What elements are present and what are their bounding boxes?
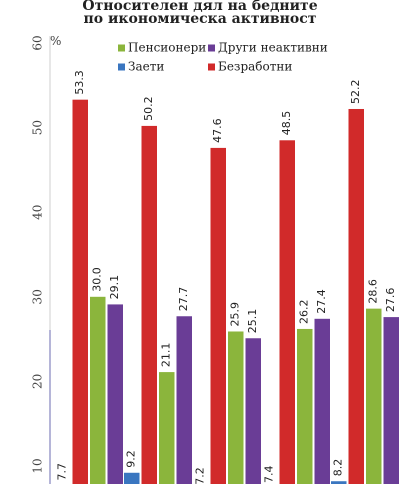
bar xyxy=(331,481,347,484)
bar xyxy=(383,317,399,484)
data-label: 8.2 xyxy=(332,459,345,477)
y-axis-unit: % xyxy=(50,34,61,48)
legend-swatch-заети xyxy=(118,63,125,71)
bar xyxy=(72,99,88,484)
bar xyxy=(90,296,106,484)
data-label: 53.3 xyxy=(73,70,86,95)
data-label: 28.6 xyxy=(367,279,380,304)
data-label: 30.0 xyxy=(91,267,104,292)
legend-label: Други неактивни xyxy=(218,41,328,55)
data-label: 26.2 xyxy=(298,299,311,324)
legend-swatch-безработни xyxy=(208,63,215,71)
data-label: 50.2 xyxy=(142,96,155,121)
data-label: 29.1 xyxy=(108,275,121,300)
data-label: 27.6 xyxy=(384,288,397,313)
data-label: 52.2 xyxy=(349,79,362,104)
chart-title: Относителен дял на бедните по икономичес… xyxy=(0,0,400,26)
bar xyxy=(348,108,364,484)
bar xyxy=(176,316,192,484)
legend-label: Пенсионери xyxy=(128,41,206,55)
y-tick-label: 50 xyxy=(31,120,45,135)
bar xyxy=(314,318,330,484)
data-label: 7.4 xyxy=(263,465,276,483)
y-tick-label: 30 xyxy=(31,289,45,304)
data-label: 9.2 xyxy=(125,450,138,468)
y-tick-label: 40 xyxy=(31,205,45,220)
data-label: 21.1 xyxy=(160,343,173,368)
data-label: 47.6 xyxy=(211,118,224,143)
chart-title-line-2: по икономическа активност xyxy=(83,11,317,27)
bar xyxy=(210,147,226,485)
bar xyxy=(297,328,313,484)
data-label: 48.5 xyxy=(280,111,293,136)
bar xyxy=(279,140,295,485)
data-label: 25.1 xyxy=(246,309,259,334)
legend-swatch-пенсионери xyxy=(118,44,125,52)
y-tick-label: 20 xyxy=(31,374,45,389)
bar xyxy=(159,372,175,484)
legend-swatch-други-неактивни xyxy=(208,44,215,52)
y-tick-label: 10 xyxy=(31,458,45,473)
y-tick-label: 60 xyxy=(31,35,45,50)
bar xyxy=(245,338,261,484)
data-label: 27.7 xyxy=(177,287,190,312)
data-label: 25.9 xyxy=(229,302,242,327)
chart-title-line-1: Относителен дял на бедните xyxy=(82,0,318,14)
bar xyxy=(141,125,157,485)
data-label: 27.4 xyxy=(315,289,328,314)
bar xyxy=(228,331,244,484)
bar xyxy=(107,304,123,484)
bar xyxy=(124,472,140,484)
legend-label: Заети xyxy=(128,60,164,74)
legend-label: Безработни xyxy=(218,60,292,74)
data-label: 7.2 xyxy=(194,467,207,485)
bar xyxy=(366,308,382,484)
data-label: 7.7 xyxy=(56,463,69,481)
